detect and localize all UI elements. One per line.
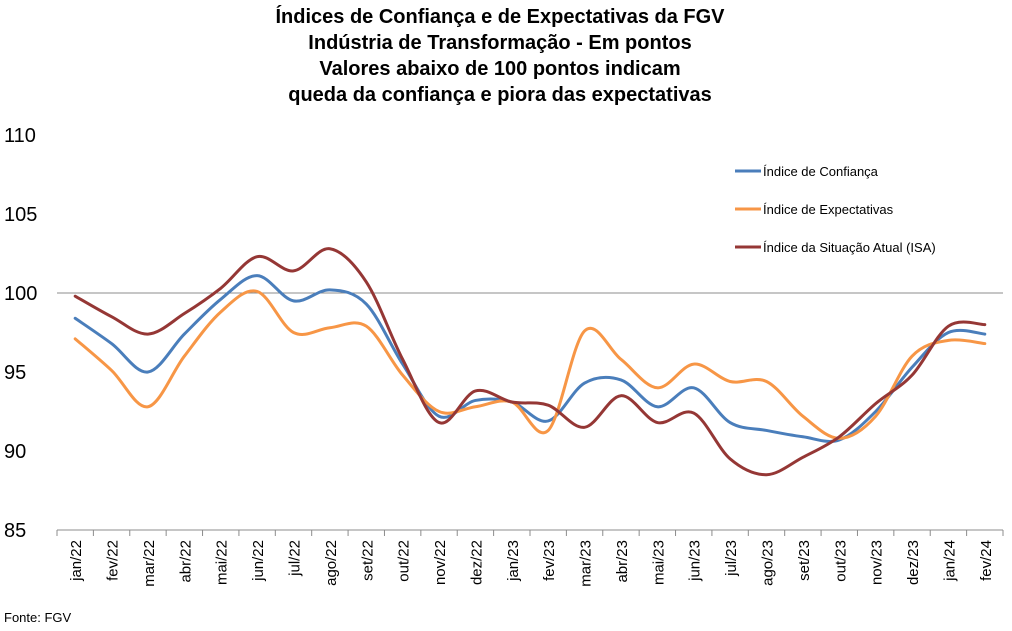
chart-title: Índices de Confiança e de Expectativas d… — [0, 4, 1000, 108]
title-line-1: Índices de Confiança e de Expectativas d… — [275, 6, 725, 28]
x-tick-label: nov/23 — [869, 540, 886, 585]
x-tick-label: abr/22 — [177, 540, 194, 583]
x-tick-label: ago/22 — [323, 540, 340, 586]
legend-label-1: Índice de Confiança — [763, 164, 879, 179]
y-tick-label: 90 — [4, 441, 26, 463]
x-tick-label: jun/22 — [250, 540, 267, 582]
y-tick-label: 100 — [4, 283, 37, 305]
x-tick-label: fev/24 — [978, 540, 995, 581]
x-tick-label: mai/23 — [650, 540, 667, 585]
title-line-2: Indústria de Transformação - Em pontos — [308, 32, 692, 54]
x-tick-label: out/23 — [832, 540, 849, 582]
x-tick-label: mar/23 — [578, 540, 595, 587]
x-tick-label: jul/23 — [723, 540, 740, 577]
x-tick-label: nov/22 — [432, 540, 449, 585]
series-line-3 — [73, 247, 987, 477]
series-line-2 — [73, 289, 987, 440]
source-note: Fonte: FGV — [4, 610, 72, 625]
x-tick-label: mai/22 — [214, 540, 231, 585]
x-tick-label: out/22 — [396, 540, 413, 582]
x-tick-label: jul/22 — [287, 540, 304, 577]
x-tick-label: ago/23 — [760, 540, 777, 586]
title-line-4: queda da confiança e piora das expectati… — [288, 84, 712, 106]
title-line-3: Valores abaixo de 100 pontos indicam — [319, 58, 681, 80]
x-tick-label: fev/23 — [541, 540, 558, 581]
series-line-1 — [73, 274, 987, 443]
x-tick-label: set/22 — [359, 540, 376, 581]
x-tick-label: dez/23 — [905, 540, 922, 585]
y-tick-label: 110 — [4, 125, 36, 147]
y-tick-label: 95 — [4, 362, 26, 384]
x-tick-label: jan/23 — [505, 540, 522, 582]
x-tick-label: jun/23 — [687, 540, 704, 582]
x-tick-label: dez/22 — [468, 540, 485, 585]
x-tick-label: set/23 — [796, 540, 813, 581]
x-tick-label: jan/24 — [941, 540, 958, 582]
x-tick-label: jan/22 — [68, 540, 85, 582]
x-tick-label: fev/22 — [105, 540, 122, 581]
legend-label-3: Índice da Situação Atual (ISA) — [763, 240, 936, 255]
y-tick-label: 105 — [4, 204, 37, 226]
legend-label-2: Índice de Expectativas — [763, 202, 894, 217]
x-tick-label: mar/22 — [141, 540, 158, 587]
x-tick-label: abr/23 — [614, 540, 631, 583]
y-tick-label: 85 — [4, 520, 26, 542]
